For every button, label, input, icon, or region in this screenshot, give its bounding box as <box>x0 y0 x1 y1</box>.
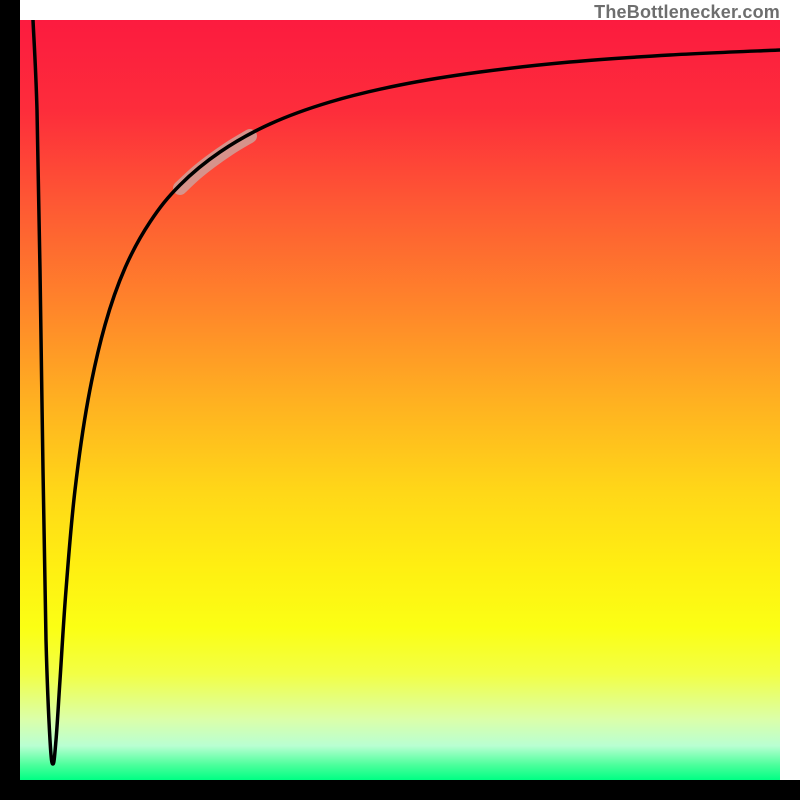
bottleneck-curve <box>33 20 780 764</box>
chart-container: TheBottlenecker.com <box>0 0 800 800</box>
curve-layer <box>20 20 780 780</box>
watermark-label: TheBottlenecker.com <box>594 2 780 23</box>
y-axis <box>0 0 20 800</box>
plot-area <box>20 20 780 780</box>
highlight-segment <box>180 136 250 188</box>
x-axis <box>0 780 800 800</box>
